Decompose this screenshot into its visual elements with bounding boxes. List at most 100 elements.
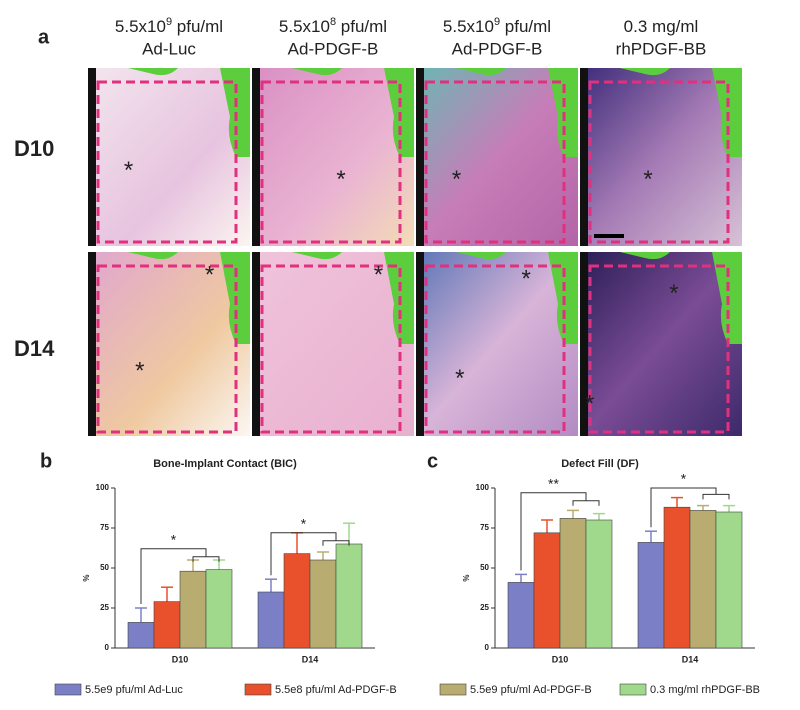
marker: * xyxy=(669,280,678,307)
bar xyxy=(153,601,181,649)
y-tick-label: 100 xyxy=(96,483,110,492)
panel-label: a xyxy=(38,26,50,48)
y-tick-label: 0 xyxy=(485,643,490,652)
overlay-region xyxy=(292,68,414,157)
header-text: 5.5x10 xyxy=(115,17,166,36)
bar xyxy=(689,510,717,649)
marker: * xyxy=(585,391,594,418)
roi-box xyxy=(96,264,238,434)
y-tick-label: 25 xyxy=(100,603,109,612)
bar xyxy=(127,622,155,649)
marker: * xyxy=(452,166,461,193)
bar xyxy=(283,553,311,649)
header-text: 5.5x10 xyxy=(443,17,494,36)
y-axis-label: % xyxy=(82,574,91,581)
overlay-region xyxy=(456,252,578,344)
histology-image xyxy=(416,68,578,246)
column-header: 5.5x108 pfu/ml xyxy=(279,16,387,37)
y-tick-label: 75 xyxy=(100,523,109,532)
legend-swatch xyxy=(54,683,82,696)
bar xyxy=(663,506,691,649)
overlay-region xyxy=(620,68,742,157)
legend-swatch xyxy=(244,683,272,696)
histology-image xyxy=(88,252,250,436)
y-tick-label: 75 xyxy=(480,523,489,532)
roi-box xyxy=(424,80,566,244)
histology-image xyxy=(252,252,414,436)
image-edge xyxy=(416,68,424,246)
significance-bracket xyxy=(520,492,600,571)
header-text: pfu/ml xyxy=(500,17,551,36)
image-edge xyxy=(252,68,260,246)
roi-box xyxy=(96,80,238,244)
y-tick-label: 50 xyxy=(100,563,109,572)
significance-label: * xyxy=(171,532,177,548)
y-tick-label: 0 xyxy=(105,643,110,652)
bar xyxy=(335,543,363,649)
histology-image xyxy=(416,252,578,436)
histology-image xyxy=(252,68,414,246)
marker: * xyxy=(205,262,214,289)
legend-label: 5.5e9 pfu/ml Ad-Luc xyxy=(85,684,183,696)
bar xyxy=(559,518,587,649)
marker: * xyxy=(455,365,464,392)
column-header: 5.5x109 pfu/ml xyxy=(443,16,551,37)
bar xyxy=(205,569,233,649)
y-tick-label: 50 xyxy=(480,563,489,572)
legend-label: 5.5e8 pfu/ml Ad-PDGF-B xyxy=(275,684,397,696)
row-label: D10 xyxy=(14,136,54,161)
overlay-region xyxy=(292,252,414,344)
chart-title: Bone-Implant Contact (BIC) xyxy=(153,458,297,470)
header-text: 9 xyxy=(166,16,172,28)
image-edge xyxy=(88,68,96,246)
column-header: Ad-PDGF-B xyxy=(288,39,379,58)
image-edge xyxy=(580,68,588,246)
significance-label: * xyxy=(681,471,687,487)
bar xyxy=(507,582,535,649)
bar xyxy=(309,559,337,649)
y-tick-label: 25 xyxy=(480,603,489,612)
histology-image xyxy=(580,252,742,436)
x-tick-label: D14 xyxy=(682,654,699,664)
marker: * xyxy=(643,166,652,193)
marker: * xyxy=(521,265,530,292)
significance-label: ** xyxy=(548,476,559,492)
legend-label: 5.5e9 pfu/ml Ad-PDGF-B xyxy=(470,684,592,696)
marker: * xyxy=(336,166,345,193)
legend-label: 0.3 mg/ml rhPDGF-BB xyxy=(650,684,760,696)
roi-box xyxy=(424,264,566,434)
header-text: 0.3 mg/ml xyxy=(624,17,699,36)
column-header: 5.5x109 pfu/ml xyxy=(115,16,223,37)
column-header: 0.3 mg/ml xyxy=(624,17,699,36)
overlay-region xyxy=(620,252,742,344)
column-header: Ad-Luc xyxy=(142,39,196,58)
roi-box xyxy=(260,264,402,434)
overlay-region xyxy=(128,68,250,157)
bar xyxy=(533,532,561,649)
image-edge xyxy=(416,252,424,436)
marker: * xyxy=(135,357,144,384)
chart-title: Defect Fill (DF) xyxy=(561,458,639,470)
marker: * xyxy=(374,262,383,289)
bar xyxy=(585,519,613,649)
bar xyxy=(257,591,285,649)
x-tick-label: D10 xyxy=(172,654,189,664)
panel-label: b xyxy=(40,450,52,472)
histology-image xyxy=(580,68,742,246)
roi-box xyxy=(588,80,730,244)
y-tick-label: 100 xyxy=(476,483,490,492)
significance-bracket xyxy=(650,487,730,528)
legend-swatch xyxy=(439,683,467,696)
header-text: pfu/ml xyxy=(172,17,223,36)
header-text: 8 xyxy=(330,16,336,28)
significance-label: * xyxy=(301,516,307,532)
bar xyxy=(637,542,665,649)
image-edge xyxy=(252,252,260,436)
significance-bracket xyxy=(270,532,350,576)
overlay-region xyxy=(456,68,578,157)
column-header: rhPDGF-BB xyxy=(616,39,707,58)
x-tick-label: D10 xyxy=(552,654,569,664)
legend-swatch xyxy=(619,683,647,696)
roi-box xyxy=(260,80,402,244)
